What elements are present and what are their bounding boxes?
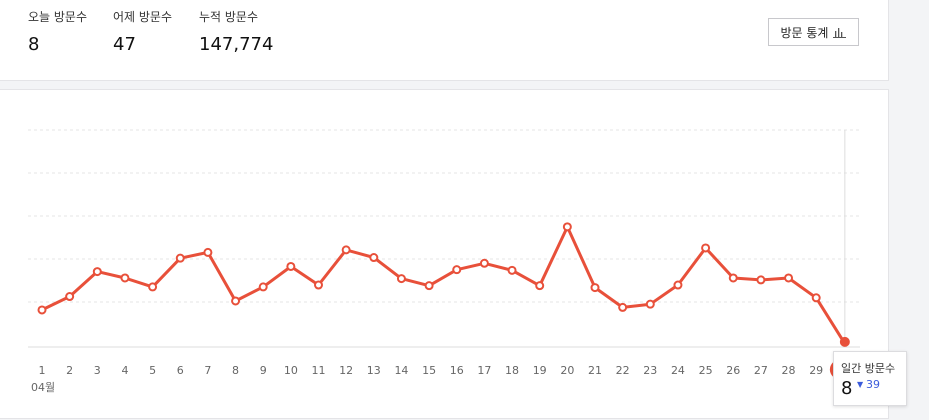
data-point <box>203 247 213 257</box>
data-point <box>37 305 47 315</box>
data-point <box>784 273 794 283</box>
x-tick-label: 4 <box>121 364 128 377</box>
data-point <box>701 243 711 253</box>
x-tick-label: 26 <box>726 364 740 377</box>
x-tick-label: 2 <box>66 364 73 377</box>
data-point <box>120 273 130 283</box>
bar-chart-icon <box>833 27 847 38</box>
data-point-today <box>839 336 850 347</box>
today-visits: 오늘 방문수 8 <box>28 8 87 55</box>
data-point <box>479 258 489 268</box>
data-point <box>728 273 738 283</box>
data-point <box>590 283 600 293</box>
data-point <box>452 265 462 275</box>
x-tick-label: 19 <box>533 364 547 377</box>
x-tick-label: 3 <box>94 364 101 377</box>
data-point <box>396 274 406 284</box>
total-visits: 누적 방문수 147,774 <box>199 8 273 55</box>
data-point <box>65 292 75 302</box>
x-tick-label: 12 <box>339 364 353 377</box>
x-tick-label: 25 <box>699 364 713 377</box>
x-tick-label: 11 <box>312 364 326 377</box>
data-point <box>673 280 683 290</box>
chart-card: 1 2 3 4 5 6 7 8 9 10 11 12 13 14 15 16 17 18 19 20 21 22 23 24 2… <box>0 89 907 419</box>
visit-stats-button-label: 방문 통계 <box>780 25 829 40</box>
data-point <box>811 293 821 303</box>
today-visits-label: 오늘 방문수 <box>28 10 88 24</box>
triangle-down-icon: ▼ <box>857 380 864 389</box>
data-point <box>341 245 351 255</box>
x-tick-label: 22 <box>616 364 630 377</box>
total-visits-label: 누적 방문수 <box>199 10 259 24</box>
data-point <box>286 261 296 271</box>
x-tick-label: 5 <box>149 364 156 377</box>
data-point <box>148 282 158 292</box>
x-tick-label: 16 <box>450 364 464 377</box>
yesterday-visits: 어제 방문수 47 <box>113 8 172 55</box>
data-point <box>258 282 268 292</box>
daily-visits-tooltip: 일간 방문수 8 ▼ 39 <box>833 351 907 406</box>
data-point <box>507 265 517 275</box>
total-visits-value: 147,774 <box>199 34 274 55</box>
data-point <box>369 253 379 263</box>
x-tick-label: 28 <box>782 364 796 377</box>
summary-card: 오늘 방문수 8 어제 방문수 47 누적 방문수 147,774 방문 통계 <box>0 0 889 81</box>
x-tick-label: 27 <box>754 364 768 377</box>
tooltip-diff: 39 <box>866 378 880 391</box>
data-point <box>92 267 102 277</box>
data-point <box>562 222 572 232</box>
data-point <box>231 296 241 306</box>
x-tick-label: 29 <box>809 364 823 377</box>
x-tick-label: 9 <box>260 364 267 377</box>
data-point <box>645 299 655 309</box>
x-tick-label: 14 <box>394 364 408 377</box>
data-point <box>756 275 766 285</box>
data-point <box>175 253 185 263</box>
data-point <box>424 281 434 291</box>
month-label: 04월 <box>31 381 55 394</box>
x-tick-label: 21 <box>588 364 602 377</box>
data-point <box>618 302 628 312</box>
x-tick-label: 17 <box>477 364 491 377</box>
today-visits-value: 8 <box>28 34 40 55</box>
tooltip-title: 일간 방문수 <box>841 362 896 375</box>
x-tick-label: 24 <box>671 364 685 377</box>
x-tick-label: 7 <box>204 364 211 377</box>
visit-stats-button[interactable]: 방문 통계 <box>768 18 859 46</box>
x-tick-label: 6 <box>177 364 184 377</box>
x-tick-label: 20 <box>560 364 574 377</box>
tooltip-value: 8 <box>841 378 853 399</box>
data-point <box>314 280 323 290</box>
yesterday-visits-label: 어제 방문수 <box>113 10 173 24</box>
x-tick-label: 8 <box>232 364 239 377</box>
x-tick-label: 18 <box>505 364 519 377</box>
x-tick-label: 23 <box>643 364 657 377</box>
x-tick-label: 13 <box>367 364 381 377</box>
daily-visits-chart: 1 2 3 4 5 6 7 8 9 10 11 12 13 14 15 16 17 18 19 20 21 22 23 24 2… <box>28 129 860 394</box>
data-point <box>535 281 545 291</box>
series-line <box>41 225 846 343</box>
x-tick-label: 10 <box>284 364 298 377</box>
x-tick-label: 1 <box>39 364 46 377</box>
yesterday-visits-value: 47 <box>113 34 136 55</box>
x-tick-label: 15 <box>422 364 436 377</box>
